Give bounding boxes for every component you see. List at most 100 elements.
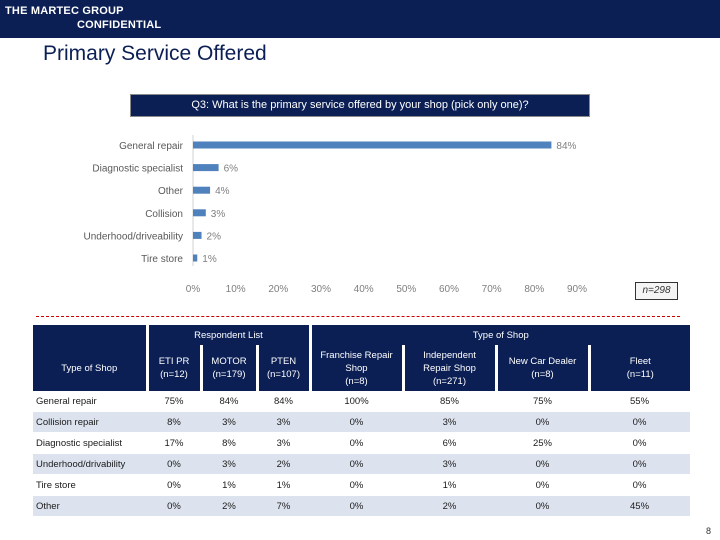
table-cell: 3% [403,453,496,475]
col-header-line: (n=179) [212,369,246,380]
table-row: Collision repair 8% 3% 3% 0% 3% 0% 0% [33,411,691,433]
table-corner-label: Type of Shop [33,345,147,391]
category-label: Tire store [141,254,183,265]
table-cell: 55% [589,391,691,412]
category-label: General repair [119,141,184,152]
table-cell: 0% [310,495,403,517]
col-header-line: (n=8) [345,375,368,387]
bar [193,254,198,262]
data-label: 1% [202,254,217,265]
bar [193,231,202,239]
bar-chart: General repair 84% Diagnostic specialist 6%… [83,135,587,295]
category-label: Other [158,186,184,197]
col-header-pten: PTEN (n=107) [255,345,310,391]
x-tick-label: 10% [226,284,246,295]
table-cell: 1% [201,474,257,496]
table-cell: 3% [403,411,496,433]
x-tick-label: 20% [268,284,288,295]
x-tick-label: 30% [311,284,331,295]
table-cell: 1% [257,474,310,496]
table-cell: 25% [496,432,589,454]
table-cell: 3% [201,411,257,433]
col-header-line: Fleet [629,356,651,367]
company-name: THE MARTEC GROUP [5,5,124,17]
table-cell: 3% [257,432,310,454]
table-cell: 0% [589,432,691,454]
table-cell: 0% [310,474,403,496]
category-label: Diagnostic specialist [92,164,183,175]
col-header-line: (n=107) [266,369,300,380]
header-bar: THE MARTEC GROUP CONFIDENTIAL [0,0,720,38]
row-label: Other [33,495,147,517]
col-header-line: Franchise Repair [320,349,393,361]
x-tick-label: 90% [567,284,587,295]
data-label: 3% [211,209,226,220]
table-cell: 75% [496,391,589,412]
x-tick-label: 40% [354,284,374,295]
table-cell: 0% [147,495,201,517]
table-cell: 100% [310,391,403,412]
data-label: 6% [224,164,239,175]
bar [193,186,211,194]
col-header-line: (n=8) [531,369,554,380]
table-cell: 85% [403,391,496,412]
col-header-motor: MOTOR (n=179) [199,345,257,391]
table-row: Diagnostic specialist 17% 8% 3% 0% 6% 25% 0% [33,432,691,454]
table-cell: 1% [403,474,496,496]
row-label: Collision repair [33,411,147,433]
table-cell: 0% [496,411,589,433]
col-header-line: PTEN [270,356,297,367]
col-header-line: Independent [423,349,476,361]
col-header-line: (n=271) [432,375,466,387]
table-cell: 8% [201,432,257,454]
x-tick-label: 0% [186,284,201,295]
col-header-new-car-dealer: New Car Dealer (n=8) [494,345,589,391]
row-label: Underhood/drivability [33,453,147,475]
table-row: Tire store 0% 1% 1% 0% 1% 0% 0% [33,474,691,496]
col-header-line: (n=11) [626,369,654,380]
table-cell: 0% [310,432,403,454]
table-cell: 7% [257,495,310,517]
table-cell: 2% [403,495,496,517]
table-cell: 84% [201,391,257,412]
x-tick-label: 60% [439,284,459,295]
table-cell: 0% [147,474,201,496]
col-header-fleet: Fleet (n=11) [587,345,691,391]
table-cell: 0% [589,453,691,475]
x-tick-label: 50% [396,284,416,295]
table-row: Other 0% 2% 7% 0% 2% 0% 45% [33,495,691,517]
table-cell: 8% [147,411,201,433]
table-row: General repair 75% 84% 84% 100% 85% 75% 55% [33,391,691,412]
col-header-line: New Car Dealer [508,356,577,367]
bar [193,209,206,217]
col-header-independent: Independent Repair Shop (n=271) [401,345,496,391]
col-header-line: (n=12) [160,369,188,380]
table-cell: 75% [147,391,201,412]
page-number: 8 [705,526,711,536]
col-header-line: Repair Shop [423,362,476,374]
table-cell: 0% [310,453,403,475]
table-cell: 6% [403,432,496,454]
table-row: Underhood/drivability 0% 3% 2% 0% 3% 0% 0% [33,453,691,475]
col-header-line: Shop [345,362,368,374]
category-label: Underhood/driveability [83,231,183,242]
section-divider [36,316,680,317]
breakdown-table: Respondent List Type of Shop Type of Sho… [33,325,691,517]
col-header-franchise: Franchise Repair Shop (n=8) [308,345,403,391]
x-tick-label: 70% [482,284,502,295]
col-header-line: ETI PR [158,356,190,367]
table-cell: 0% [310,411,403,433]
data-label: 4% [215,186,230,197]
table-cell: 3% [201,453,257,475]
table-cell: 2% [201,495,257,517]
table-corner-top [33,325,147,345]
table-cell: 2% [257,453,310,475]
table-cell: 3% [257,411,310,433]
table-cell: 0% [589,474,691,496]
question-box: Q3: What is the primary service offered … [130,94,590,117]
table-cell: 0% [496,495,589,517]
row-label: General repair [33,391,147,412]
data-label: 2% [207,231,222,242]
sample-size-badge: n=298 [635,282,678,300]
table-cell: 0% [147,453,201,475]
